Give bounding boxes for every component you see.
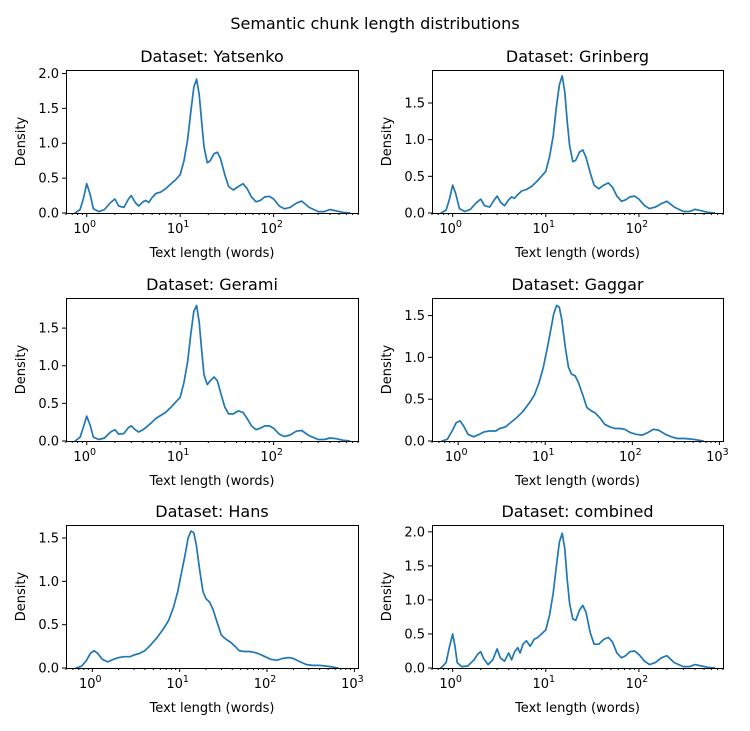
x-axis-label: Text length (words) xyxy=(149,701,275,716)
y-tick-label: 0.5 xyxy=(404,170,425,185)
axes-frame xyxy=(432,525,724,669)
panel-1: Dataset: Yatsenko 100 101 102 0.0 0.5 1.0 1.5 2.… xyxy=(14,47,359,261)
figure-title: Semantic chunk length distributions xyxy=(230,14,519,33)
panel-title: Dataset: Gerami xyxy=(146,275,278,294)
panel-title: Dataset: Grinberg xyxy=(506,47,649,66)
density-curve xyxy=(440,75,716,214)
x-tick-label: 102 xyxy=(626,219,649,237)
y-tick-label: 1.0 xyxy=(404,593,425,608)
y-tick-label: 1.0 xyxy=(38,359,59,374)
y-tick-label: 0.5 xyxy=(404,627,425,642)
y-tick-label: 0.0 xyxy=(38,662,59,677)
x-axis-label: Text length (words) xyxy=(514,246,640,261)
panel-title: Dataset: combined xyxy=(501,502,653,521)
panel-4: Dataset: Gaggar 100 101 102 103 0.0 0.5 1.0 1.5 T… xyxy=(380,275,729,489)
y-tick-label: 1.0 xyxy=(404,133,425,148)
panel-title: Dataset: Yatsenko xyxy=(140,47,284,66)
panel-3: Dataset: Gerami 100 101 102 0.0 0.5 1.0 1.5 Text… xyxy=(14,275,359,489)
y-tick-label: 1.5 xyxy=(38,102,59,117)
y-axis-label: Density xyxy=(14,344,29,394)
y-tick-label: 0.5 xyxy=(38,618,59,633)
y-tick-label: 1.0 xyxy=(38,137,59,152)
x-axis-label: Text length (words) xyxy=(149,474,275,489)
y-tick-label: 2.0 xyxy=(404,525,425,540)
axes-frame xyxy=(432,298,724,442)
y-tick-label: 1.0 xyxy=(404,351,425,366)
y-axis-label: Density xyxy=(380,571,395,621)
x-tick-label: 100 xyxy=(73,219,96,237)
x-tick-label: 102 xyxy=(260,447,283,465)
x-axis-label: Text length (words) xyxy=(149,246,275,261)
x-tick-label: 103 xyxy=(341,674,364,692)
y-tick-label: 0.5 xyxy=(38,172,59,187)
x-tick-label: 101 xyxy=(532,674,555,692)
x-tick-label: 100 xyxy=(73,447,96,465)
x-axis-label: Text length (words) xyxy=(514,474,640,489)
axes-frame xyxy=(66,525,359,669)
y-tick-label: 1.5 xyxy=(38,532,59,547)
y-tick-label: 0.0 xyxy=(38,435,59,450)
y-tick-label: 1.5 xyxy=(404,559,425,574)
density-curve xyxy=(74,304,351,442)
panel-5: Dataset: Hans 100 101 102 103 0.0 0.5 1.0 1.5 Tex… xyxy=(14,502,364,716)
y-tick-label: 0.5 xyxy=(38,397,59,412)
x-tick-label: 101 xyxy=(166,674,189,692)
y-tick-label: 0.0 xyxy=(404,662,425,677)
density-curve xyxy=(75,530,339,669)
axes-frame xyxy=(432,70,724,214)
y-tick-label: 1.5 xyxy=(38,322,59,337)
panel-2: Dataset: Grinberg 100 101 102 0.0 0.5 1.0 1.5 Te… xyxy=(380,47,724,261)
y-tick-label: 1.0 xyxy=(38,575,59,590)
y-axis-label: Density xyxy=(14,116,29,166)
y-tick-label: 1.5 xyxy=(404,309,425,324)
axes-frame xyxy=(66,298,359,442)
y-tick-label: 0.5 xyxy=(404,393,425,408)
y-tick-label: 0.0 xyxy=(404,207,425,222)
density-curve xyxy=(74,78,351,214)
x-tick-label: 100 xyxy=(439,219,462,237)
x-tick-label: 102 xyxy=(254,674,277,692)
y-tick-label: 2.0 xyxy=(38,67,59,82)
x-tick-label: 100 xyxy=(439,674,462,692)
x-tick-label: 102 xyxy=(626,674,649,692)
y-axis-label: Density xyxy=(380,344,395,394)
y-axis-label: Density xyxy=(380,116,395,166)
panel-title: Dataset: Hans xyxy=(155,502,268,521)
y-axis-label: Density xyxy=(14,571,29,621)
y-tick-label: 0.0 xyxy=(404,435,425,450)
y-tick-label: 0.0 xyxy=(38,207,59,222)
density-curve xyxy=(441,304,704,442)
x-tick-label: 101 xyxy=(167,447,190,465)
panel-title: Dataset: Gaggar xyxy=(511,275,643,294)
x-tick-label: 101 xyxy=(532,219,555,237)
x-tick-label: 101 xyxy=(167,219,190,237)
x-tick-label: 103 xyxy=(706,447,729,465)
y-tick-label: 1.5 xyxy=(404,97,425,112)
x-tick-label: 102 xyxy=(619,447,642,465)
x-tick-label: 102 xyxy=(260,219,283,237)
axes-frame xyxy=(66,70,359,214)
x-tick-label: 100 xyxy=(445,447,468,465)
x-tick-label: 100 xyxy=(79,674,102,692)
density-curve xyxy=(440,532,716,669)
panel-6: Dataset: combined 100 101 102 0.0 0.5 1.0 1.5 2.… xyxy=(380,502,724,716)
x-tick-label: 101 xyxy=(532,447,555,465)
x-axis-label: Text length (words) xyxy=(514,701,640,716)
